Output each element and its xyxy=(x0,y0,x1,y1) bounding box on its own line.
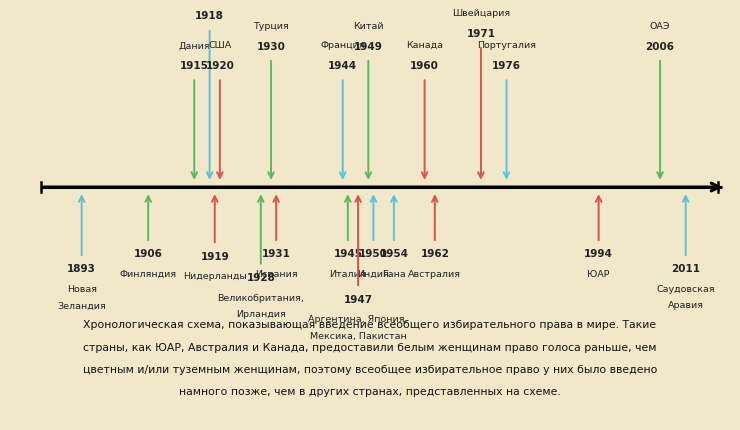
Text: 1949: 1949 xyxy=(354,42,383,52)
Text: Италия: Италия xyxy=(329,270,366,279)
Text: 1919: 1919 xyxy=(201,252,229,261)
Text: Нидерланды: Нидерланды xyxy=(183,272,246,281)
Text: 2006: 2006 xyxy=(645,42,675,52)
Text: Индия: Индия xyxy=(357,270,389,279)
Text: Дания: Дания xyxy=(178,41,210,50)
Text: Польша, Россия: Польша, Россия xyxy=(170,0,249,1)
Text: 1962: 1962 xyxy=(420,249,449,259)
Text: страны, как ЮАР, Австралия и Канада, предоставили белым женщинам право голоса ра: страны, как ЮАР, Австралия и Канада, пре… xyxy=(83,343,657,353)
Text: Хронологическая схема, показывающая введение всеобщего избирательного права в ми: Хронологическая схема, показывающая введ… xyxy=(84,320,656,330)
Text: Португалия: Португалия xyxy=(477,41,536,50)
Text: Зеландия: Зеландия xyxy=(57,301,106,310)
Text: 1918: 1918 xyxy=(195,12,224,22)
Text: Мексика, Пакистан: Мексика, Пакистан xyxy=(310,332,406,341)
Text: Китай: Китай xyxy=(353,22,383,31)
Text: 1976: 1976 xyxy=(492,61,521,71)
Text: 1960: 1960 xyxy=(410,61,439,71)
Text: 1994: 1994 xyxy=(584,249,613,259)
Text: 1945: 1945 xyxy=(333,249,363,259)
Text: 1947: 1947 xyxy=(343,295,373,304)
Text: 1931: 1931 xyxy=(262,249,291,259)
Text: Турция: Турция xyxy=(253,22,289,31)
Text: США: США xyxy=(208,41,232,50)
Text: цветным и/или туземным женщинам, поэтому всеобщее избирательное право у них было: цветным и/или туземным женщинам, поэтому… xyxy=(83,365,657,375)
Text: Ирландия: Ирландия xyxy=(236,310,286,319)
Text: Великобритания,: Великобритания, xyxy=(218,294,304,303)
Text: 1944: 1944 xyxy=(328,61,357,71)
Text: намного позже, чем в других странах, представленных на схеме.: намного позже, чем в других странах, пре… xyxy=(179,387,561,397)
Text: 1920: 1920 xyxy=(206,61,235,71)
Text: Гана: Гана xyxy=(382,270,406,279)
Text: 1950: 1950 xyxy=(359,249,388,259)
Text: Новая: Новая xyxy=(67,285,97,294)
Text: Саудовская: Саудовская xyxy=(656,285,715,294)
Text: 1915: 1915 xyxy=(180,61,209,71)
Text: Швейцария: Швейцария xyxy=(452,9,510,18)
Text: Испания: Испания xyxy=(255,270,297,279)
Text: Финляндия: Финляндия xyxy=(120,270,177,279)
Text: 1954: 1954 xyxy=(380,249,408,259)
Text: Австралия: Австралия xyxy=(408,270,461,279)
Text: 1928: 1928 xyxy=(246,273,275,283)
Text: 1906: 1906 xyxy=(134,249,163,259)
Text: ОАЭ: ОАЭ xyxy=(650,22,670,31)
Text: 2011: 2011 xyxy=(671,264,700,274)
Text: 1930: 1930 xyxy=(257,42,286,52)
Text: ЮАР: ЮАР xyxy=(588,270,610,279)
Text: Канада: Канада xyxy=(406,41,443,50)
Text: 1893: 1893 xyxy=(67,264,96,274)
Text: Аравия: Аравия xyxy=(667,301,704,310)
Text: Франция: Франция xyxy=(320,41,365,50)
Text: 1971: 1971 xyxy=(466,29,495,39)
Text: Аргентина, Япония,: Аргентина, Япония, xyxy=(309,315,408,324)
